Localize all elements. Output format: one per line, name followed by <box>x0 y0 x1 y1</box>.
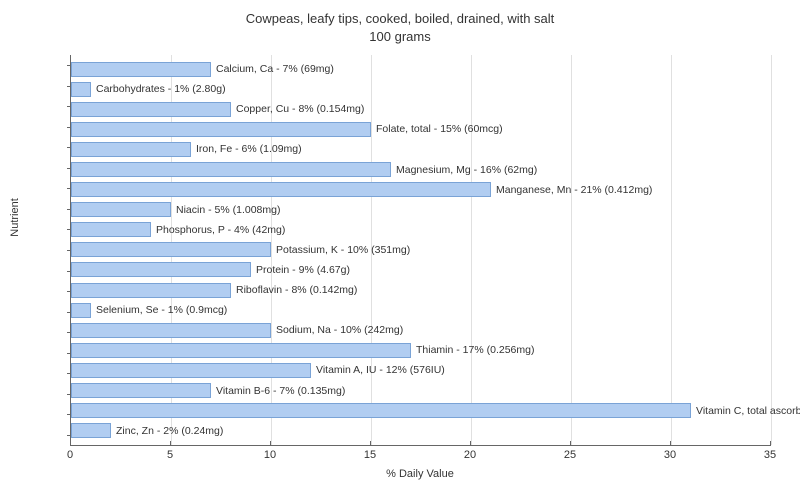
bar-label: Vitamin B-6 - 7% (0.135mg) <box>211 385 345 397</box>
bar-row: Selenium, Se - 1% (0.9mcg) <box>71 303 771 318</box>
x-tick-label: 30 <box>664 449 676 461</box>
bar-row: Carbohydrates - 1% (2.80g) <box>71 82 771 97</box>
bar-label: Sodium, Na - 10% (242mg) <box>271 324 403 336</box>
chart-title: Cowpeas, leafy tips, cooked, boiled, dra… <box>0 0 800 46</box>
x-tick-label: 20 <box>464 449 476 461</box>
nutrient-chart: Cowpeas, leafy tips, cooked, boiled, dra… <box>0 0 800 500</box>
bar <box>71 423 111 438</box>
bar <box>71 122 371 137</box>
bar-row: Thiamin - 17% (0.256mg) <box>71 343 771 358</box>
x-tick-label: 0 <box>67 449 73 461</box>
bar-label: Riboflavin - 8% (0.142mg) <box>231 284 357 296</box>
plot-area: Calcium, Ca - 7% (69mg) Carbohydrates - 1… <box>70 55 771 446</box>
bars-container: Calcium, Ca - 7% (69mg) Carbohydrates - 1… <box>71 55 771 445</box>
bar-row: Zinc, Zn - 2% (0.24mg) <box>71 423 771 438</box>
x-tick-label: 5 <box>167 449 173 461</box>
bar-label: Calcium, Ca - 7% (69mg) <box>211 63 334 75</box>
bar <box>71 363 311 378</box>
bar-row: Magnesium, Mg - 16% (62mg) <box>71 162 771 177</box>
bar <box>71 82 91 97</box>
bar-label: Protein - 9% (4.67g) <box>251 264 350 276</box>
gridline <box>771 55 772 445</box>
bar-row: Protein - 9% (4.67g) <box>71 262 771 277</box>
bar <box>71 162 391 177</box>
bar <box>71 62 211 77</box>
bar-row: Phosphorus, P - 4% (42mg) <box>71 222 771 237</box>
bar-label: Vitamin A, IU - 12% (576IU) <box>311 364 445 376</box>
x-axis-label: % Daily Value <box>70 468 770 480</box>
bar-label: Zinc, Zn - 2% (0.24mg) <box>111 425 223 437</box>
bar <box>71 102 231 117</box>
chart-title-line1: Cowpeas, leafy tips, cooked, boiled, dra… <box>246 11 555 26</box>
bar-row: Vitamin B-6 - 7% (0.135mg) <box>71 383 771 398</box>
x-tick-label: 35 <box>764 449 776 461</box>
bar-label: Carbohydrates - 1% (2.80g) <box>91 83 226 95</box>
bar <box>71 202 171 217</box>
chart-title-line2: 100 grams <box>369 29 430 44</box>
bar <box>71 242 271 257</box>
bar-row: Folate, total - 15% (60mcg) <box>71 122 771 137</box>
bar-label: Vitamin C, total ascorbic acid - 31% (18… <box>691 405 800 417</box>
bar <box>71 283 231 298</box>
bar <box>71 403 691 418</box>
bar-row: Niacin - 5% (1.008mg) <box>71 202 771 217</box>
bar-label: Magnesium, Mg - 16% (62mg) <box>391 164 537 176</box>
y-axis-label: Nutrient <box>9 198 21 237</box>
bar-label: Manganese, Mn - 21% (0.412mg) <box>491 184 652 196</box>
bar <box>71 383 211 398</box>
x-tick-label: 15 <box>364 449 376 461</box>
bar-label: Niacin - 5% (1.008mg) <box>171 204 280 216</box>
bar-row: Vitamin C, total ascorbic acid - 31% (18… <box>71 403 771 418</box>
bar-label: Iron, Fe - 6% (1.09mg) <box>191 143 302 155</box>
bar-row: Manganese, Mn - 21% (0.412mg) <box>71 182 771 197</box>
bar-row: Potassium, K - 10% (351mg) <box>71 242 771 257</box>
bar-row: Riboflavin - 8% (0.142mg) <box>71 283 771 298</box>
bar-label: Thiamin - 17% (0.256mg) <box>411 344 534 356</box>
bar <box>71 262 251 277</box>
bar-label: Copper, Cu - 8% (0.154mg) <box>231 103 364 115</box>
bar <box>71 303 91 318</box>
x-tick-label: 25 <box>564 449 576 461</box>
bar <box>71 343 411 358</box>
bar <box>71 182 491 197</box>
bar-row: Vitamin A, IU - 12% (576IU) <box>71 363 771 378</box>
bar-row: Calcium, Ca - 7% (69mg) <box>71 62 771 77</box>
bar-label: Selenium, Se - 1% (0.9mcg) <box>91 304 227 316</box>
bar-label: Potassium, K - 10% (351mg) <box>271 244 410 256</box>
bar-label: Folate, total - 15% (60mcg) <box>371 123 503 135</box>
bar-label: Phosphorus, P - 4% (42mg) <box>151 224 285 236</box>
bar-row: Iron, Fe - 6% (1.09mg) <box>71 142 771 157</box>
bar <box>71 323 271 338</box>
bar-row: Copper, Cu - 8% (0.154mg) <box>71 102 771 117</box>
bar <box>71 142 191 157</box>
bar <box>71 222 151 237</box>
bar-row: Sodium, Na - 10% (242mg) <box>71 323 771 338</box>
x-tick-label: 10 <box>264 449 276 461</box>
